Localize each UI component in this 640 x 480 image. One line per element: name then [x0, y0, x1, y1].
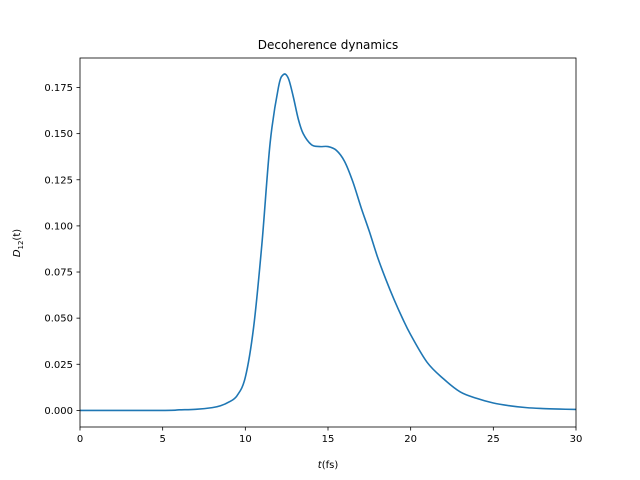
- y-axis-ticks: 0.000 0.025 0.050 0.075 0.100 0.125 0.150 0.175: [44, 83, 80, 417]
- y-axis-label-variable: D: [12, 249, 23, 257]
- x-axis-label: t(fs): [318, 460, 339, 471]
- x-axis-label-unit: (fs): [322, 460, 339, 471]
- y-tick-label: 0.175: [44, 83, 73, 94]
- y-tick-label: 0.000: [44, 406, 73, 417]
- x-tick-label: 15: [322, 434, 335, 445]
- y-axis-label: D12(t): [12, 229, 25, 257]
- y-tick-label: 0.100: [44, 221, 73, 232]
- y-tick-label: 0.150: [44, 129, 73, 140]
- y-tick-label: 0.050: [44, 314, 73, 325]
- x-axis-label-variable: t: [318, 460, 323, 471]
- x-tick-label: 10: [239, 434, 252, 445]
- y-tick-label: 0.075: [44, 268, 73, 279]
- y-tick-label: 0.025: [44, 360, 73, 371]
- x-tick-label: 30: [570, 434, 583, 445]
- y-axis-label-argument: (t): [12, 229, 23, 241]
- x-tick-label: 25: [487, 434, 500, 445]
- x-tick-label: 5: [159, 434, 165, 445]
- x-tick-label: 0: [77, 434, 83, 445]
- x-axis-ticks: 0 5 10 15 20 25 30: [77, 427, 583, 445]
- chart-title: Decoherence dynamics: [258, 38, 399, 52]
- series-line: [80, 73, 576, 412]
- x-tick-label: 20: [404, 434, 417, 445]
- axes-frame: [79, 57, 577, 428]
- y-tick-label: 0.125: [44, 175, 73, 186]
- plot-area: [80, 73, 576, 412]
- y-axis-label-subscript: 12: [17, 241, 25, 250]
